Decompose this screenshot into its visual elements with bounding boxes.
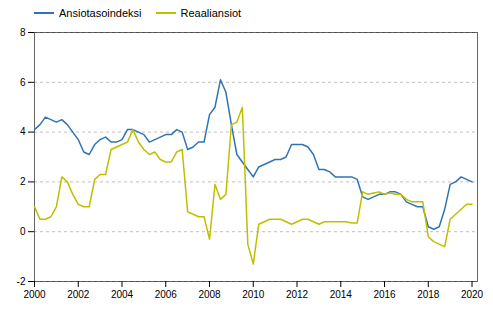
svg-text:2014: 2014 [330,289,353,300]
svg-text:2004: 2004 [111,289,134,300]
svg-text:2000: 2000 [23,289,46,300]
svg-text:8: 8 [20,27,26,38]
svg-text:2010: 2010 [242,289,265,300]
svg-text:2008: 2008 [198,289,221,300]
svg-text:2020: 2020 [461,289,484,300]
svg-text:4: 4 [20,126,26,137]
svg-text:2012: 2012 [286,289,309,300]
svg-text:2: 2 [20,176,26,187]
svg-text:6: 6 [20,77,26,88]
svg-text:-2: -2 [17,276,26,287]
html-text:Ansiotasoindeksi: Ansiotasoindeksi [59,7,142,19]
svg-text:2018: 2018 [417,289,440,300]
svg-text:2016: 2016 [373,289,396,300]
svg-text:2006: 2006 [155,289,178,300]
svg-text:2002: 2002 [67,289,90,300]
svg-text:0: 0 [20,226,26,237]
html-text:Reaaliansiot: Reaaliansiot [180,7,242,19]
